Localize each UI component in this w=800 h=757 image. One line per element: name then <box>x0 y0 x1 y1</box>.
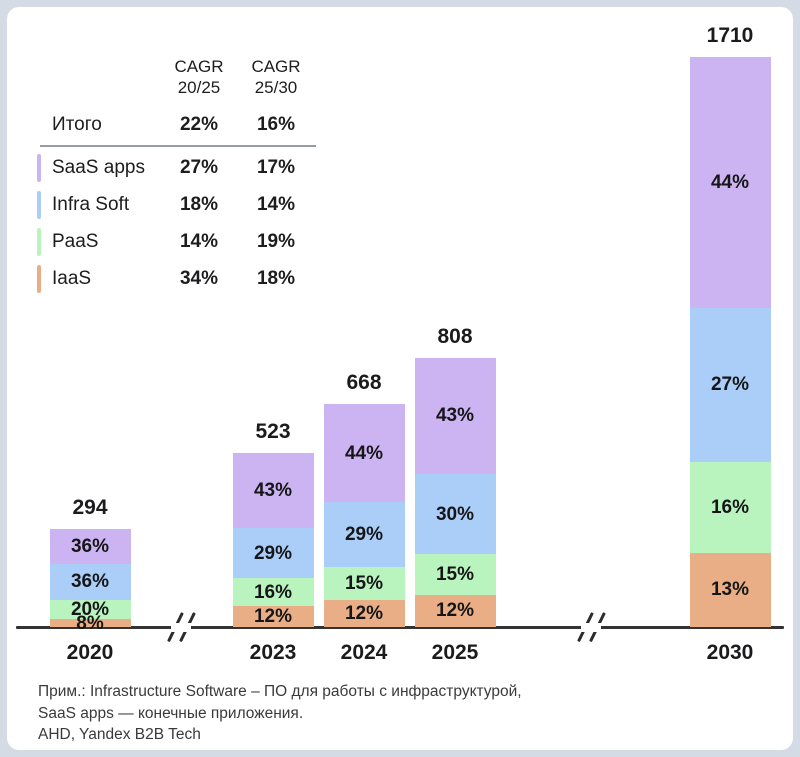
legend-header-cagr-2025: CAGR 20/25 <box>174 57 224 97</box>
legend-swatch-iaas-icon <box>37 264 41 293</box>
segment-percent-label: 12% <box>435 600 475 622</box>
legend-grid: CAGR 20/25 CAGR 25/30 Итого 22% 16% SaaS… <box>37 56 316 297</box>
x-axis-line <box>16 626 784 629</box>
bar-total-label: 668 <box>346 371 382 394</box>
bar-segment-iaas: 12% <box>323 600 405 627</box>
legend-label-total: Итого <box>52 113 102 135</box>
segment-percent-label: 44% <box>710 171 750 193</box>
x-axis-year-label: 2020 <box>66 641 114 664</box>
segment-percent-label: 36% <box>70 536 110 558</box>
segment-percent-label: 29% <box>344 523 384 545</box>
legend-value-saas-2530: 17% <box>256 156 296 178</box>
axis-break-gap <box>581 623 601 632</box>
legend-row-total-label: Итого <box>40 105 162 144</box>
bar-segment-paas: 15% <box>323 566 405 601</box>
legend-row-saas-label: SaaS apps <box>37 149 162 186</box>
segment-percent-label: 43% <box>435 405 475 427</box>
bar-total-label: 808 <box>437 325 473 348</box>
bar-segment-saas-apps: 43% <box>232 453 314 528</box>
segment-percent-label: 13% <box>710 579 750 601</box>
bar-segment-infra-soft: 36% <box>49 564 131 600</box>
legend-header-spacer <box>40 56 162 105</box>
segment-percent-label: 27% <box>710 374 750 396</box>
legend-label-paas: PaaS <box>52 230 99 252</box>
bar-segment-iaas: 12% <box>232 606 314 628</box>
legend-value-iaas-2025: 34% <box>179 267 219 289</box>
bar-2024: 44% 29% 15% 12% <box>323 404 405 627</box>
x-axis-year-label: 2030 <box>706 641 754 664</box>
segment-percent-label: 29% <box>253 542 293 564</box>
bar-segment-infra-soft: 29% <box>232 527 314 579</box>
bar-segment-infra-soft: 30% <box>414 473 496 555</box>
bar-total-label: 523 <box>255 420 291 443</box>
bar-segment-infra-soft: 27% <box>689 307 771 462</box>
bar-segment-saas-apps: 36% <box>49 529 131 565</box>
bar-total-label: 294 <box>72 496 108 519</box>
footnote: Прим.: Infrastructure Software – ПО для … <box>38 681 522 746</box>
segment-percent-label: 16% <box>253 581 293 603</box>
segment-percent-label: 8% <box>76 612 104 634</box>
segment-percent-label: 12% <box>253 606 293 628</box>
axis-break-gap <box>171 623 191 632</box>
footnote-line-3: AHD, Yandex B2B Tech <box>38 726 201 743</box>
bar-segment-infra-soft: 29% <box>323 502 405 567</box>
legend-label-iaas: IaaS <box>52 267 92 289</box>
bar-segment-paas: 15% <box>414 554 496 595</box>
legend-value-iaas-2530: 18% <box>256 267 296 289</box>
bar-segment-saas-apps: 44% <box>689 57 771 308</box>
legend-swatch-infra-icon <box>37 190 41 219</box>
x-axis-year-label: 2025 <box>431 641 479 664</box>
bar-segment-iaas: 8% <box>49 614 131 633</box>
bar-total-label: 1710 <box>706 24 754 47</box>
bar-2023: 43% 29% 16% 12% <box>232 453 314 628</box>
legend-label-saas: SaaS apps <box>52 156 145 178</box>
segment-percent-label: 16% <box>710 496 750 518</box>
bar-2020: 36% 36% 20% 8% <box>49 529 131 633</box>
cagr-legend-table: CAGR 20/25 CAGR 25/30 Итого 22% 16% SaaS… <box>37 56 316 297</box>
legend-swatch-saas-icon <box>37 153 41 182</box>
legend-header-cagr-2530: CAGR 25/30 <box>251 57 301 97</box>
bar-2025: 43% 30% 15% 12% <box>414 358 496 627</box>
x-axis-year-label: 2024 <box>340 641 388 664</box>
legend-value-paas-2530: 19% <box>256 230 296 252</box>
legend-value-infra-2530: 14% <box>256 193 296 215</box>
legend-value-paas-2025: 14% <box>179 230 219 252</box>
x-axis-year-label: 2023 <box>249 641 297 664</box>
legend-value-saas-2025: 27% <box>179 156 219 178</box>
bar-segment-saas-apps: 44% <box>323 404 405 503</box>
legend-value-total-2025: 22% <box>179 113 219 135</box>
segment-percent-label: 44% <box>344 442 384 464</box>
legend-row-paas-label: PaaS <box>37 223 162 260</box>
segment-percent-label: 15% <box>435 564 475 586</box>
segment-percent-label: 12% <box>344 603 384 625</box>
bar-segment-saas-apps: 43% <box>414 358 496 474</box>
segment-percent-label: 15% <box>344 572 384 594</box>
legend-value-total-2530: 16% <box>256 113 296 135</box>
bar-segment-iaas: 13% <box>689 552 771 627</box>
bar-2030: 44% 27% 16% 13% <box>689 57 771 627</box>
footnote-line-1: Прим.: Infrastructure Software – ПО для … <box>38 683 522 700</box>
legend-row-infra-label: Infra Soft <box>37 186 162 223</box>
legend-separator-line <box>40 145 316 147</box>
legend-row-iaas-label: IaaS <box>37 260 162 297</box>
legend-label-infra: Infra Soft <box>52 193 130 215</box>
segment-percent-label: 43% <box>253 479 293 501</box>
bar-segment-paas: 16% <box>689 461 771 553</box>
segment-percent-label: 20% <box>70 598 110 620</box>
bar-segment-paas: 20% <box>49 598 131 620</box>
segment-percent-label: 30% <box>435 503 475 525</box>
footnote-line-2: SaaS apps — конечные приложения. <box>38 704 304 722</box>
legend-swatch-paas-icon <box>37 227 41 256</box>
bar-segment-iaas: 12% <box>414 594 496 627</box>
legend-value-infra-2025: 18% <box>179 193 219 215</box>
bar-segment-paas: 16% <box>232 578 314 607</box>
segment-percent-label: 36% <box>70 571 110 593</box>
